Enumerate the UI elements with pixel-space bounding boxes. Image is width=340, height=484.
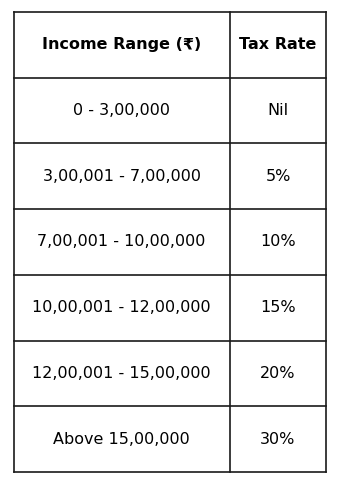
Text: 10%: 10% [260,235,296,249]
Text: 12,00,001 - 15,00,000: 12,00,001 - 15,00,000 [32,366,211,381]
Text: Tax Rate: Tax Rate [239,37,317,52]
Text: 15%: 15% [260,300,296,315]
Text: 5%: 5% [265,169,291,184]
Text: 7,00,001 - 10,00,000: 7,00,001 - 10,00,000 [37,235,206,249]
Text: Above 15,00,000: Above 15,00,000 [53,432,190,447]
Text: Nil: Nil [267,103,289,118]
Text: 0 - 3,00,000: 0 - 3,00,000 [73,103,170,118]
Text: 10,00,001 - 12,00,000: 10,00,001 - 12,00,000 [32,300,211,315]
Text: 20%: 20% [260,366,296,381]
Text: 3,00,001 - 7,00,000: 3,00,001 - 7,00,000 [42,169,201,184]
Text: Income Range (₹): Income Range (₹) [42,37,201,52]
Text: 30%: 30% [260,432,296,447]
